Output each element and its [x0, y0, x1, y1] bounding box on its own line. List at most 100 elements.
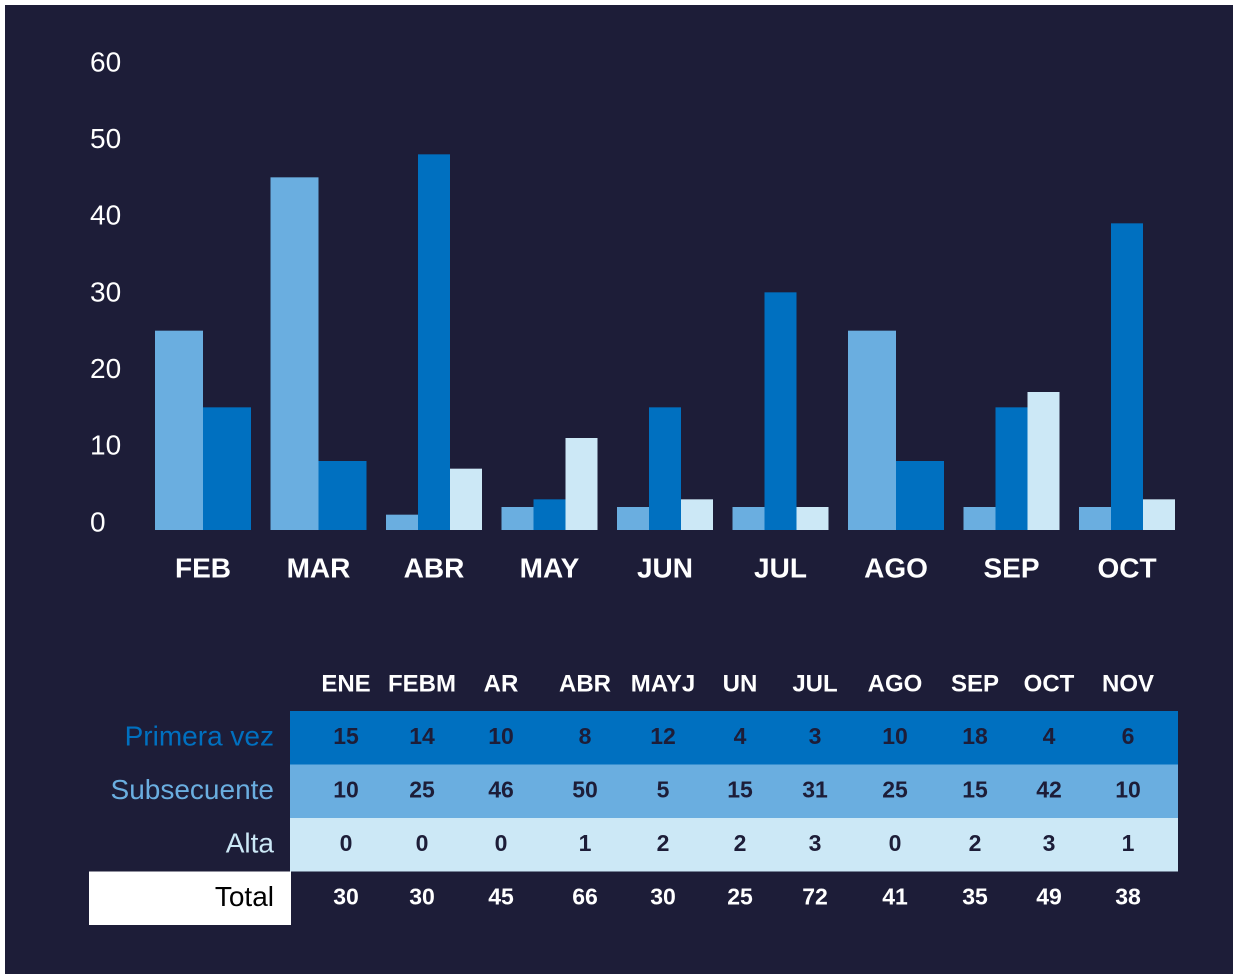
- y-tick-label: 60: [90, 46, 121, 77]
- cell: 18: [962, 723, 988, 749]
- y-tick-label: 30: [90, 276, 121, 307]
- row-band: [290, 818, 1178, 872]
- y-tick-label: 50: [90, 123, 121, 154]
- cell: 45: [488, 884, 514, 910]
- row-label: Primera vez: [125, 720, 274, 751]
- cell: 0: [495, 830, 508, 856]
- y-tick-label: 10: [90, 430, 121, 461]
- table-header: FEBM: [388, 670, 456, 697]
- table-header: UN: [723, 670, 758, 697]
- cell: 12: [650, 723, 676, 749]
- bar: [848, 330, 896, 530]
- cell: 35: [962, 884, 988, 910]
- bar: [796, 507, 829, 530]
- cell: 5: [657, 777, 670, 803]
- bar: [995, 407, 1028, 530]
- cell: 10: [333, 777, 359, 803]
- table-header: NOV: [1102, 670, 1154, 697]
- x-tick-label: FEB: [175, 552, 231, 583]
- table-header: JUL: [792, 670, 837, 697]
- cell: 3: [809, 723, 822, 749]
- cell: 15: [333, 723, 359, 749]
- cell: 3: [809, 830, 822, 856]
- cell: 2: [969, 830, 982, 856]
- cell: 0: [416, 830, 429, 856]
- x-tick-label: OCT: [1097, 552, 1156, 583]
- cell: 25: [727, 884, 753, 910]
- table-header: MAYJ: [631, 670, 695, 697]
- bar: [1079, 507, 1111, 530]
- x-tick-label: SEP: [983, 552, 1039, 583]
- bar: [270, 177, 319, 531]
- table-header: ABR: [559, 670, 611, 697]
- x-tick-label: AGO: [864, 552, 928, 583]
- bar: [896, 461, 944, 530]
- table-header: ENE: [321, 670, 370, 697]
- cell: 66: [572, 884, 598, 910]
- bar: [617, 507, 649, 530]
- cell: 1: [579, 830, 592, 856]
- cell: 30: [333, 884, 359, 910]
- cell: 50: [572, 777, 598, 803]
- bar: [418, 154, 450, 531]
- bar: [386, 514, 418, 530]
- cell: 3: [1043, 830, 1056, 856]
- label-box: [89, 871, 291, 925]
- bar: [565, 438, 598, 530]
- cell: 10: [488, 723, 514, 749]
- row-label: Total: [215, 881, 274, 912]
- bar: [1143, 499, 1175, 530]
- bar: [732, 507, 765, 530]
- cell: 72: [802, 884, 828, 910]
- cell: 2: [734, 830, 747, 856]
- cell: 10: [1115, 777, 1141, 803]
- x-tick-label: MAR: [287, 552, 351, 583]
- cell: 14: [409, 723, 435, 749]
- x-tick-label: ABR: [404, 552, 465, 583]
- bar: [649, 407, 681, 530]
- bar: [963, 507, 996, 530]
- cell: 2: [657, 830, 670, 856]
- cell: 38: [1115, 884, 1141, 910]
- cell: 25: [409, 777, 435, 803]
- cell: 31: [802, 777, 828, 803]
- cell: 49: [1036, 884, 1062, 910]
- cell: 6: [1122, 723, 1135, 749]
- cell: 8: [579, 723, 592, 749]
- table-header: OCT: [1024, 670, 1075, 697]
- y-tick-label: 0: [90, 506, 106, 537]
- cell: 1: [1122, 830, 1135, 856]
- bar: [155, 330, 203, 530]
- cell: 41: [882, 884, 908, 910]
- row-band: [290, 711, 1178, 765]
- cell: 15: [962, 777, 988, 803]
- bar: [1111, 223, 1143, 531]
- cell: 4: [1043, 723, 1056, 749]
- table-header: AGO: [868, 670, 923, 697]
- row-label: Alta: [226, 827, 275, 858]
- bar: [1027, 392, 1060, 530]
- bar: [203, 407, 251, 530]
- cell: 42: [1036, 777, 1062, 803]
- cell: 0: [889, 830, 902, 856]
- cell: 25: [882, 777, 908, 803]
- x-tick-label: MAY: [520, 552, 580, 583]
- cell: 46: [488, 777, 514, 803]
- bar: [681, 499, 713, 530]
- table-header: SEP: [951, 670, 999, 697]
- cell: 30: [409, 884, 435, 910]
- table-header: AR: [484, 670, 519, 697]
- bar: [318, 461, 367, 530]
- cell: 10: [882, 723, 908, 749]
- cell: 15: [727, 777, 753, 803]
- x-tick-label: JUL: [754, 552, 807, 583]
- cell: 0: [340, 830, 353, 856]
- bar: [450, 468, 482, 530]
- bar: [533, 499, 566, 530]
- row-band: [290, 764, 1178, 818]
- cell: 4: [734, 723, 747, 749]
- y-tick-label: 20: [90, 353, 121, 384]
- y-tick-label: 40: [90, 200, 121, 231]
